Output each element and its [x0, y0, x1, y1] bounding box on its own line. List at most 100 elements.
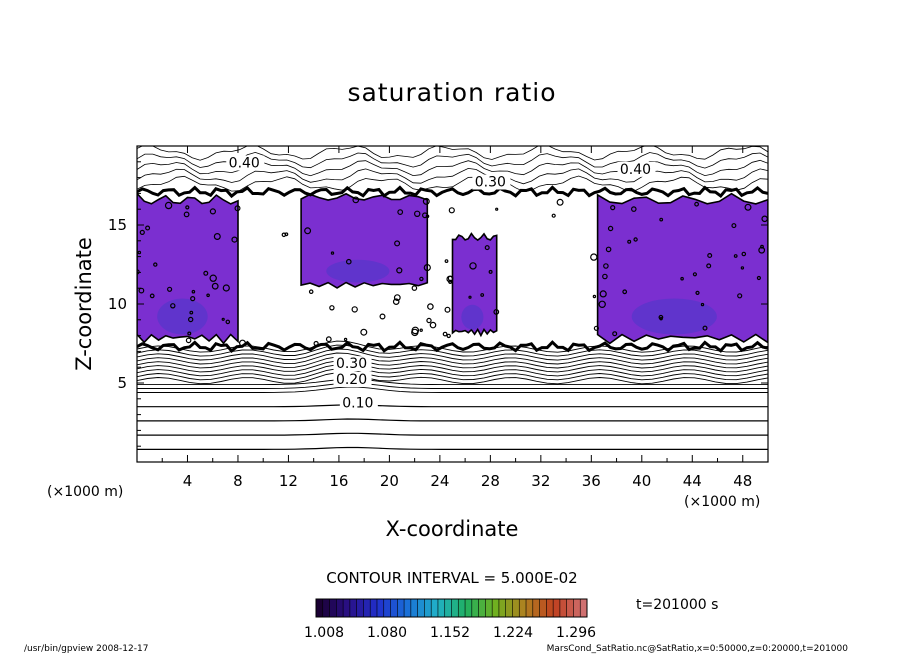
- contour-island: [167, 286, 173, 292]
- colorbar-tick-label: 1.080: [367, 625, 407, 641]
- contour-label: 0.30: [336, 356, 367, 372]
- contour-island: [222, 284, 230, 292]
- colorbar-segment: [498, 599, 507, 617]
- colorbar: [315, 598, 588, 618]
- contour-island: [737, 293, 743, 299]
- contour-line: [137, 360, 768, 373]
- supersaturated-core: [461, 304, 484, 330]
- colorbar-segment: [356, 599, 364, 617]
- contour-island: [592, 294, 597, 299]
- colorbar-segment: [410, 599, 419, 617]
- contour-island: [448, 207, 455, 214]
- contour-island: [694, 201, 699, 207]
- contour-island: [706, 263, 712, 269]
- x-axis-ticks: 4 8 12 16 20 24 28 32 36 40 44 48: [161, 146, 752, 490]
- colorbar-segment: [316, 599, 324, 617]
- x-tick-label: 4: [183, 472, 193, 490]
- colorbar-segment: [580, 599, 588, 617]
- contour-island: [164, 201, 173, 210]
- boundary-contour: [137, 185, 768, 199]
- colorbar-segment: [437, 599, 446, 617]
- contour-island: [345, 258, 352, 265]
- contour-line: [137, 382, 768, 389]
- contour-island: [203, 270, 209, 276]
- contour-island: [612, 331, 618, 337]
- colorbar-segment: [465, 599, 473, 617]
- y-tick-label: 15: [108, 216, 127, 234]
- x-tick-label: 8: [233, 472, 243, 490]
- colorbar-segment: [553, 599, 561, 617]
- colorbar-segment: [336, 599, 344, 617]
- contour-island: [325, 336, 332, 343]
- contour-island: [605, 246, 612, 253]
- contour-island: [170, 303, 176, 309]
- colorbar-segment: [471, 599, 480, 617]
- contour-island: [187, 316, 194, 323]
- contour-island: [209, 274, 217, 282]
- contour-island: [603, 263, 609, 269]
- contour-island: [446, 333, 451, 339]
- contour-island: [658, 314, 664, 320]
- x-axis-label: X-coordinate: [386, 517, 519, 541]
- contour-island: [429, 321, 437, 329]
- contour-island: [495, 207, 499, 211]
- contour-island: [137, 250, 142, 255]
- contour-island: [692, 272, 698, 277]
- contour-island: [183, 211, 190, 218]
- contour-line: [137, 386, 768, 393]
- contour-island: [422, 197, 430, 205]
- contour-island: [213, 233, 221, 241]
- x-tick-label: 20: [380, 472, 399, 490]
- colorbar-segment: [573, 599, 581, 617]
- contour-island: [231, 236, 238, 243]
- chart-title: saturation ratio: [347, 78, 556, 107]
- colorbar-segment: [451, 599, 459, 617]
- x-tick-label: 40: [632, 472, 651, 490]
- contour-island: [360, 328, 368, 336]
- colorbar-segment: [539, 599, 547, 617]
- contour-line: [137, 146, 768, 161]
- contour-island: [484, 245, 490, 251]
- supersaturated-regions: [137, 192, 768, 345]
- contour-interval: CONTOUR INTERVAL = 5.000E-02: [326, 569, 577, 587]
- contour-island: [185, 205, 190, 210]
- contour-island: [145, 225, 151, 231]
- contour-island: [209, 208, 216, 215]
- contour-line: [137, 446, 768, 450]
- footer-right: MarsCond_SatRatio.nc@SatRatio,x=0:50000,…: [547, 644, 849, 654]
- y-axis-ticks: 5 10 15: [108, 161, 768, 447]
- contour-labels: 0.100.200.300.40 0.400.30: [226, 155, 656, 412]
- contour-island: [379, 313, 386, 320]
- contour-label: 0.40: [620, 162, 651, 178]
- contour-line: [137, 344, 768, 357]
- plot-area: [137, 146, 768, 462]
- contour-island: [313, 340, 319, 347]
- contour-line: [137, 364, 768, 377]
- contour-label: 0.10: [342, 396, 373, 412]
- contour-island: [411, 328, 419, 337]
- contour-island: [206, 293, 210, 298]
- colorbar-segment: [492, 599, 500, 617]
- contour-island: [225, 319, 231, 325]
- colorbar-segment: [559, 599, 568, 617]
- contour-island: [425, 214, 430, 219]
- contour-label-bg: [617, 161, 656, 177]
- contour-island: [468, 295, 472, 299]
- contour-island: [394, 240, 401, 247]
- contour-island: [211, 282, 219, 290]
- contour-island: [593, 325, 600, 331]
- supersaturated-core: [326, 259, 390, 283]
- x-tick-label: 28: [481, 472, 500, 490]
- contour-island: [444, 306, 451, 313]
- contour-line: [137, 167, 768, 185]
- colorbar-segment: [458, 599, 466, 617]
- colorbar-tick-label: 1.224: [493, 625, 533, 641]
- contour-island: [396, 267, 403, 274]
- colorbar-tick-labels: 1.008 1.080 1.152 1.224 1.296: [304, 625, 596, 641]
- contour-island: [469, 262, 477, 270]
- contour-label-bg: [333, 356, 372, 372]
- contour-line: [137, 418, 768, 422]
- contour-island: [630, 206, 637, 212]
- colorbar-segment: [383, 599, 392, 617]
- contour-island: [329, 305, 335, 311]
